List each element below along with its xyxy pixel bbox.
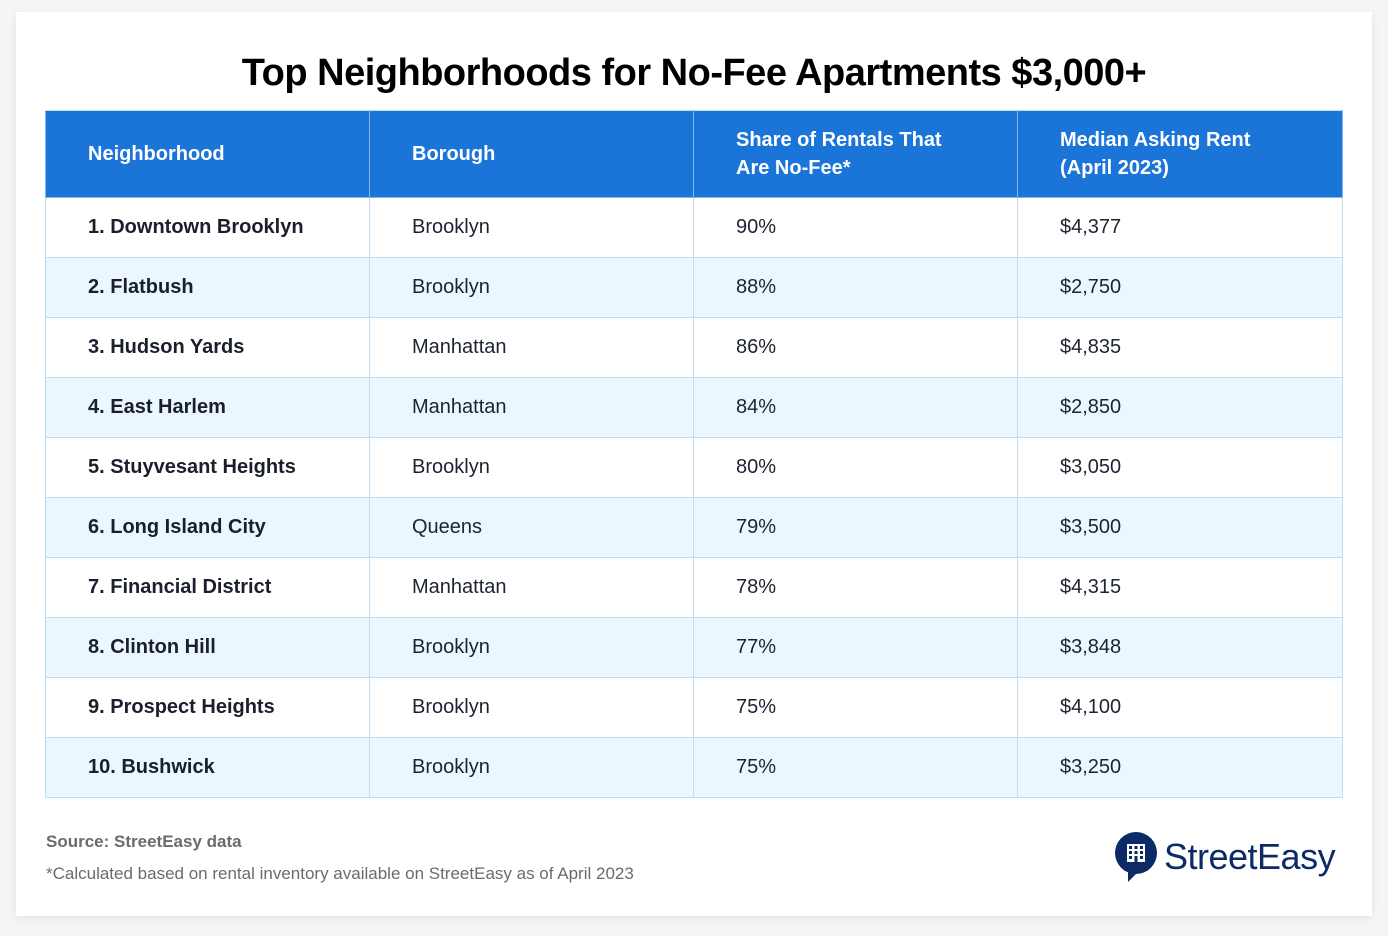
cell-neighborhood: 9. Prospect Heights <box>45 677 370 738</box>
cell-median-rent: $4,100 <box>1017 677 1343 738</box>
table-row: 3. Hudson Yards Manhattan 86% $4,835 <box>45 317 1343 378</box>
cell-borough: Brooklyn <box>369 737 694 798</box>
cell-median-rent: $4,377 <box>1017 197 1343 258</box>
cell-share-no-fee: 77% <box>693 617 1018 678</box>
table-row: 4. East Harlem Manhattan 84% $2,850 <box>45 377 1343 438</box>
cell-share-no-fee: 90% <box>693 197 1018 258</box>
cell-median-rent: $4,315 <box>1017 557 1343 618</box>
cell-share-no-fee: 75% <box>693 677 1018 738</box>
cell-median-rent: $3,050 <box>1017 437 1343 498</box>
table-row: 6. Long Island City Queens 79% $3,500 <box>45 497 1343 558</box>
cell-borough: Brooklyn <box>369 257 694 318</box>
building-speech-bubble-icon <box>1115 832 1157 882</box>
cell-borough: Brooklyn <box>369 677 694 738</box>
source-label: Source: StreetEasy data <box>46 832 242 851</box>
streeteasy-logo: StreetEasy <box>1114 832 1336 882</box>
cell-neighborhood: 10. Bushwick <box>45 737 370 798</box>
logo-text: StreetEasy <box>1164 836 1336 877</box>
header-share-no-fee-text: Share of Rentals That Are No-Fee* <box>736 129 942 179</box>
page-title: Top Neighborhoods for No-Fee Apartments … <box>241 52 1147 94</box>
header-median-rent-text: Median Asking Rent (April 2023) <box>1060 129 1251 179</box>
cell-borough: Manhattan <box>369 317 694 378</box>
cell-median-rent: $4,835 <box>1017 317 1343 378</box>
header-neighborhood: Neighborhood <box>45 110 370 198</box>
cell-median-rent: $2,850 <box>1017 377 1343 438</box>
cell-share-no-fee: 80% <box>693 437 1018 498</box>
cell-share-no-fee: 88% <box>693 257 1018 318</box>
cell-neighborhood: 2. Flatbush <box>45 257 370 318</box>
table-row: 9. Prospect Heights Brooklyn 75% $4,100 <box>45 677 1343 738</box>
footnote: *Calculated based on rental inventory av… <box>46 864 634 883</box>
cell-borough: Queens <box>369 497 694 558</box>
infographic-card: Top Neighborhoods for No-Fee Apartments … <box>16 12 1372 916</box>
cell-median-rent: $2,750 <box>1017 257 1343 318</box>
cell-share-no-fee: 79% <box>693 497 1018 558</box>
cell-neighborhood: 4. East Harlem <box>45 377 370 438</box>
cell-share-no-fee: 75% <box>693 737 1018 798</box>
table-row: 5. Stuyvesant Heights Brooklyn 80% $3,050 <box>45 437 1343 498</box>
table-header-row: Neighborhood Borough Share of Rentals Th… <box>45 110 1343 198</box>
header-share-no-fee: Share of Rentals That Are No-Fee* <box>693 110 1018 198</box>
cell-median-rent: $3,250 <box>1017 737 1343 798</box>
table-row: 1. Downtown Brooklyn Brooklyn 90% $4,377 <box>45 197 1343 258</box>
neighborhoods-table: Neighborhood Borough Share of Rentals Th… <box>45 110 1343 798</box>
cell-median-rent: $3,500 <box>1017 497 1343 558</box>
cell-share-no-fee: 78% <box>693 557 1018 618</box>
cell-neighborhood: 6. Long Island City <box>45 497 370 558</box>
cell-borough: Brooklyn <box>369 437 694 498</box>
cell-neighborhood: 3. Hudson Yards <box>45 317 370 378</box>
table-row: 8. Clinton Hill Brooklyn 77% $3,848 <box>45 617 1343 678</box>
cell-borough: Manhattan <box>369 557 694 618</box>
cell-borough: Brooklyn <box>369 617 694 678</box>
cell-neighborhood: 7. Financial District <box>45 557 370 618</box>
cell-share-no-fee: 86% <box>693 317 1018 378</box>
cell-neighborhood: 1. Downtown Brooklyn <box>45 197 370 258</box>
table-row: 7. Financial District Manhattan 78% $4,315 <box>45 557 1343 618</box>
cell-median-rent: $3,848 <box>1017 617 1343 678</box>
cell-neighborhood: 5. Stuyvesant Heights <box>45 437 370 498</box>
header-borough: Borough <box>369 110 694 198</box>
table-row: 2. Flatbush Brooklyn 88% $2,750 <box>45 257 1343 318</box>
cell-borough: Brooklyn <box>369 197 694 258</box>
header-median-rent: Median Asking Rent (April 2023) <box>1017 110 1343 198</box>
table-row: 10. Bushwick Brooklyn 75% $3,250 <box>45 737 1343 798</box>
table-body: 1. Downtown Brooklyn Brooklyn 90% $4,377 2. … <box>45 197 1343 798</box>
cell-borough: Manhattan <box>369 377 694 438</box>
cell-share-no-fee: 84% <box>693 377 1018 438</box>
cell-neighborhood: 8. Clinton Hill <box>45 617 370 678</box>
